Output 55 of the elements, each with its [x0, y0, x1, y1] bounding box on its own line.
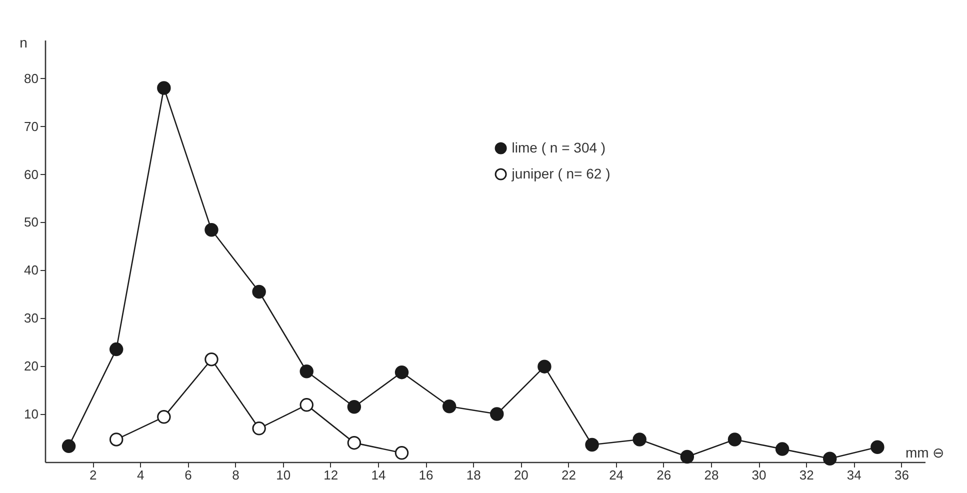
- point: [728, 432, 742, 446]
- x-tick-label: 2: [89, 468, 97, 482]
- point: [775, 442, 790, 456]
- point: [157, 410, 171, 424]
- y-tick-label: 80: [24, 70, 38, 86]
- legend-label: lime ( n = 304 ): [512, 139, 606, 156]
- x-tick-label: 14: [371, 468, 386, 482]
- x-tick-label: 34: [846, 468, 862, 482]
- point: [347, 400, 362, 414]
- point: [442, 400, 456, 414]
- point: [870, 440, 884, 454]
- x-tick-label: 20: [514, 468, 528, 482]
- point: [204, 223, 218, 237]
- x-tick-label: 12: [324, 468, 338, 482]
- x-axis-title: mm ⊖: [906, 444, 945, 460]
- y-tick-label: 60: [24, 166, 38, 182]
- point: [538, 360, 552, 374]
- point: [109, 342, 124, 356]
- x-tick-label: 4: [137, 468, 144, 482]
- x-tick-label: 24: [609, 468, 624, 482]
- x-tick-label: 16: [418, 468, 434, 482]
- x-tick-label: 10: [276, 468, 291, 482]
- x-tick-label: 26: [656, 468, 672, 482]
- x-tick-label: 36: [894, 468, 909, 482]
- point: [300, 364, 314, 378]
- y-tick-label: 30: [24, 310, 38, 326]
- x-tick-label: 32: [799, 468, 814, 482]
- legend-label: juniper ( n= 62 ): [510, 165, 610, 182]
- point: [204, 352, 218, 366]
- y-axis-title: n: [20, 34, 28, 50]
- x-tick-label: 6: [184, 468, 192, 482]
- point: [394, 365, 409, 380]
- y-tick-label: 40: [24, 262, 38, 278]
- point: [490, 407, 504, 421]
- x-tick-label: 28: [704, 468, 719, 482]
- point: [252, 422, 266, 436]
- x-tick-label: 18: [466, 468, 481, 482]
- point: [394, 446, 409, 460]
- y-tick-label: 70: [24, 118, 38, 134]
- x-tick-label: 22: [562, 468, 576, 482]
- point: [157, 81, 171, 95]
- point: [822, 452, 837, 466]
- y-tick-label: 20: [24, 358, 38, 374]
- y-tick-label: 10: [24, 406, 38, 422]
- point: [347, 436, 362, 450]
- point: [585, 438, 599, 452]
- x-tick-label: 30: [752, 468, 766, 482]
- x-tick-label: 8: [232, 468, 240, 482]
- point: [62, 439, 76, 454]
- y-tick-label: 50: [24, 214, 38, 230]
- point: [252, 284, 266, 299]
- point: [680, 450, 694, 464]
- point: [632, 432, 646, 446]
- point: [300, 398, 314, 412]
- point: [109, 432, 124, 446]
